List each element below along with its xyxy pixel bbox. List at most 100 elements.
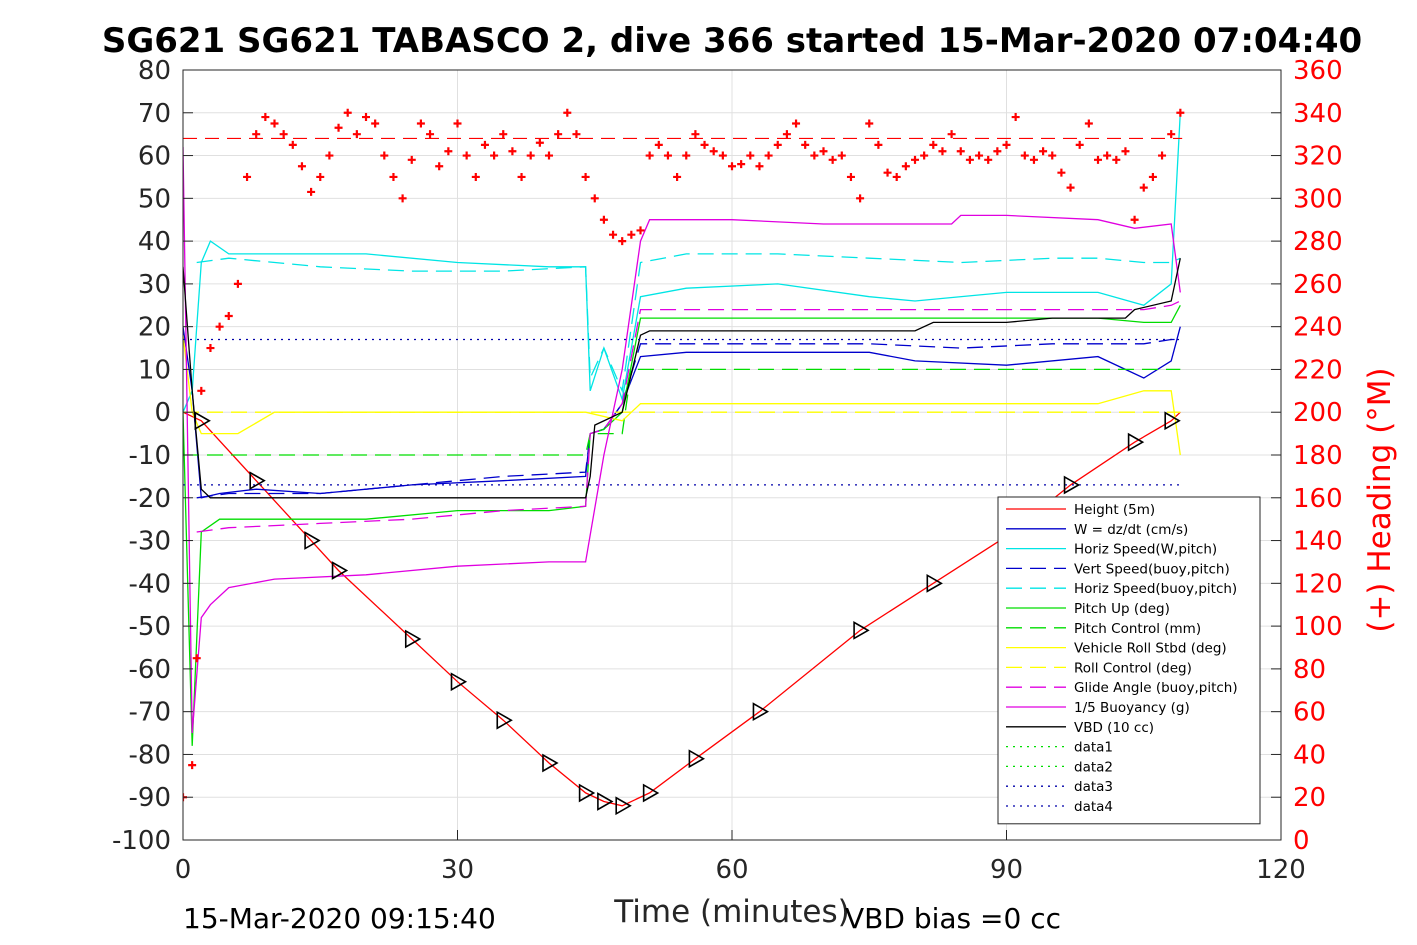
heading-marker xyxy=(801,140,810,149)
heading-marker xyxy=(673,172,682,181)
legend-label-7: Vehicle Roll Stbd (deg) xyxy=(1074,641,1227,657)
heading-marker xyxy=(984,155,993,164)
y-tick-label: -30 xyxy=(129,527,171,557)
heading-marker xyxy=(920,151,929,160)
y-tick-label: 60 xyxy=(138,142,171,172)
heading-marker xyxy=(865,119,874,128)
y2-tick-label: 320 xyxy=(1293,142,1343,172)
legend-label-9: Glide Angle (buoy,pitch) xyxy=(1074,680,1238,696)
heading-marker xyxy=(682,151,691,160)
heading-marker xyxy=(737,160,746,169)
depth-marker xyxy=(450,672,468,692)
y2-tick-label: 240 xyxy=(1293,313,1343,343)
legend-label-14: data3 xyxy=(1074,779,1113,795)
heading-marker xyxy=(380,151,389,160)
y-tick-label: -80 xyxy=(129,740,171,770)
heading-marker xyxy=(965,155,974,164)
y2-tick-label: 160 xyxy=(1293,484,1343,514)
heading-marker xyxy=(718,151,727,160)
depth-marker xyxy=(642,783,660,803)
heading-marker xyxy=(1057,168,1066,177)
heading-marker xyxy=(599,215,608,224)
heading-marker xyxy=(252,130,261,139)
series-line-10 xyxy=(183,146,1181,734)
heading-marker xyxy=(755,162,764,171)
heading-marker xyxy=(700,140,709,149)
heading-marker xyxy=(188,761,197,770)
heading-marker xyxy=(929,140,938,149)
legend-label-15: data4 xyxy=(1074,799,1113,815)
heading-marker xyxy=(325,151,334,160)
heading-marker xyxy=(288,140,297,149)
depth-marker xyxy=(194,411,211,431)
heading-marker xyxy=(224,311,233,320)
heading-marker xyxy=(1020,151,1029,160)
legend-box xyxy=(997,496,1261,825)
heading-marker xyxy=(352,130,361,139)
heading-marker xyxy=(654,140,663,149)
heading-marker xyxy=(792,119,801,128)
y2-tick-label: 260 xyxy=(1293,270,1343,300)
y-tick-label: 10 xyxy=(138,355,171,385)
depth-marker xyxy=(688,749,706,769)
heading-marker xyxy=(1167,130,1176,139)
heading-marker xyxy=(508,147,517,156)
y-tick-label: 20 xyxy=(138,313,171,343)
depth-marker xyxy=(304,531,321,550)
y2-tick-label: 200 xyxy=(1293,398,1343,428)
heading-marker xyxy=(526,151,535,160)
heading-marker xyxy=(462,151,471,160)
heading-marker xyxy=(416,119,425,128)
y-tick-label: 50 xyxy=(138,184,171,214)
y-tick-label: -20 xyxy=(129,484,171,514)
depth-marker xyxy=(1063,475,1081,495)
heading-marker xyxy=(975,151,984,160)
heading-marker xyxy=(343,108,352,117)
heading-marker xyxy=(581,172,590,181)
y2-tick-label: 60 xyxy=(1293,698,1326,728)
series-layer xyxy=(183,112,1181,816)
x-axis-label: Time (minutes) xyxy=(613,894,849,930)
legend-label-0: Height (5m) xyxy=(1074,502,1155,518)
legend-label-3: Vert Speed(buoy,pitch) xyxy=(1074,561,1230,577)
heading-marker xyxy=(609,230,618,239)
y2-tick-label: 100 xyxy=(1293,612,1343,642)
heading-marker xyxy=(1094,155,1102,164)
heading-marker xyxy=(453,119,462,128)
y2-tick-label: 20 xyxy=(1293,783,1326,813)
y-tick-label: -70 xyxy=(129,698,171,728)
depth-marker xyxy=(752,702,770,722)
depth-marker xyxy=(1164,411,1181,431)
heading-marker xyxy=(398,194,407,203)
legend-label-10: 1/5 Buoyancy (g) xyxy=(1074,700,1190,716)
heading-marker xyxy=(1139,183,1148,192)
y-tick-label: 0 xyxy=(154,398,171,428)
y-tick-label: 30 xyxy=(138,270,171,300)
heading-marker xyxy=(1011,113,1020,122)
y-tick-label: -90 xyxy=(129,783,171,813)
heading-marker xyxy=(618,237,627,246)
y-tick-label: 40 xyxy=(138,227,171,257)
chart-title: SG621 SG621 TABASCO 2, dive 366 started … xyxy=(102,21,1362,61)
heading-marker xyxy=(1029,155,1038,164)
heading-marker xyxy=(563,108,572,117)
heading-marker xyxy=(956,147,965,156)
heading-marker xyxy=(901,162,910,171)
y2-tick-label: 300 xyxy=(1293,184,1343,214)
series-line-9 xyxy=(196,300,1181,533)
heading-marker xyxy=(856,194,865,203)
heading-marker xyxy=(663,151,672,160)
x-tick-label: 0 xyxy=(175,855,192,885)
series-line-11 xyxy=(183,258,1181,499)
depth-marker xyxy=(542,753,559,773)
y-tick-label: -50 xyxy=(129,612,171,642)
heading-marker xyxy=(197,386,206,395)
y-tick-label: -10 xyxy=(129,441,171,471)
heading-marker xyxy=(480,140,489,149)
heading-marker xyxy=(545,151,553,160)
heading-marker xyxy=(645,151,654,160)
heading-marker xyxy=(947,130,956,139)
heading-marker xyxy=(773,140,782,149)
heading-marker xyxy=(1002,140,1011,149)
